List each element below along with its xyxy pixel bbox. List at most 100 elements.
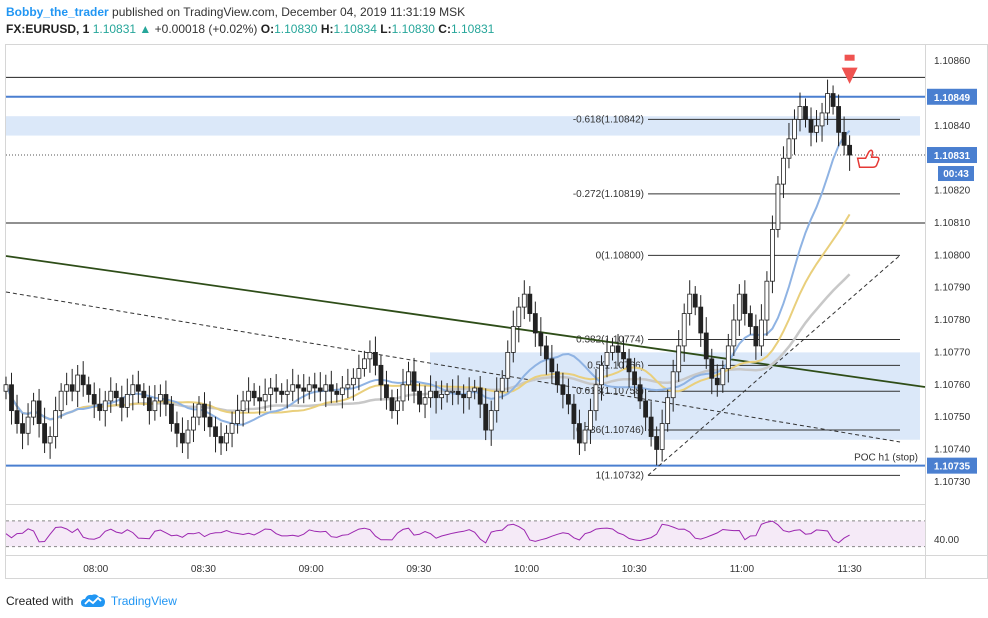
candle-body-143 [792, 119, 797, 140]
candle-body-96 [532, 313, 538, 334]
candle-body-36 [202, 403, 207, 418]
close-value: 1.10831 [450, 22, 495, 36]
candle-body-63 [350, 377, 356, 386]
tradingview-link[interactable]: TradingView [110, 594, 177, 608]
fib-label-4: 0.5(1.10766) [587, 360, 644, 371]
price-badge-0: 1.10849 [934, 93, 971, 104]
candle-body-109 [604, 351, 610, 366]
candle-body-61 [339, 387, 345, 395]
candle-body-119 [659, 423, 665, 450]
candle-body-7 [42, 423, 47, 444]
candle-body-141 [781, 157, 786, 185]
candle-body-131 [725, 345, 731, 369]
candle-body-116 [643, 400, 649, 418]
candle-body-118 [654, 436, 660, 450]
candle-body-103 [571, 403, 577, 424]
created-with-label: Created with [6, 594, 74, 608]
candle-body-9 [53, 410, 59, 437]
y-tick-12: 1.10740 [934, 444, 971, 455]
candle-body-140 [775, 183, 781, 230]
fib-label-1: -0.272(1.10819) [573, 189, 644, 200]
last-price: 1.10831 [92, 22, 137, 36]
price-badge-1: 1.10831 [934, 151, 971, 162]
candle-body-133 [736, 293, 742, 321]
down-arrow-icon [841, 67, 858, 84]
y-tick-5: 1.10810 [934, 218, 971, 229]
publish-line: Bobby_the_trader published on TradingVie… [6, 4, 494, 21]
candle-body-134 [742, 293, 748, 314]
candle-body-99 [549, 358, 555, 373]
high-label: H: [320, 22, 334, 36]
candle-body-52 [290, 384, 296, 392]
candle-body-112 [621, 351, 626, 360]
candle-body-33 [185, 429, 191, 444]
low-label: L: [380, 22, 392, 36]
candle-body-124 [687, 293, 693, 314]
candle-body-135 [747, 313, 753, 327]
symbol-label[interactable]: FX:EURUSD, 1 [6, 22, 90, 36]
candle-body-22 [124, 394, 130, 408]
candle-body-66 [367, 351, 373, 360]
candle-body-93 [516, 306, 522, 327]
candle-body-50 [279, 390, 285, 395]
candle-body-54 [301, 387, 307, 392]
change-arrow-icon: ▲ [139, 22, 152, 36]
candle-body-77 [428, 390, 433, 399]
x-tick-4: 10:00 [514, 564, 539, 575]
candle-body-144 [797, 106, 803, 120]
candle-body-86 [477, 387, 483, 405]
candle-body-102 [566, 394, 571, 405]
candle-body-101 [560, 384, 566, 395]
rsi-band [6, 520, 925, 547]
x-tick-0: 08:00 [83, 564, 108, 575]
candle-body-73 [406, 371, 411, 386]
candle-body-111 [615, 345, 621, 353]
fib-label-6: 0.786(1.10746) [576, 425, 644, 436]
candle-body-43 [240, 400, 246, 412]
candle-body-129 [714, 377, 720, 386]
candle-body-4 [25, 416, 31, 434]
candle-body-136 [753, 326, 759, 347]
candle-body-132 [731, 319, 737, 347]
candle-body-62 [345, 384, 351, 389]
candle-body-90 [499, 377, 505, 392]
candle-body-58 [323, 384, 329, 392]
candle-body-89 [494, 390, 500, 412]
countdown-bg [938, 166, 974, 182]
candle-body-55 [306, 384, 312, 392]
high-value: 1.10834 [333, 22, 377, 36]
candle-body-30 [169, 403, 174, 424]
candle-body-68 [378, 364, 384, 386]
candle-body-107 [593, 384, 599, 412]
candle-body-65 [361, 358, 367, 369]
price-badge-bg-0 [927, 88, 977, 105]
y-tick-6: 1.10800 [934, 250, 971, 261]
candle-body-31 [174, 423, 180, 434]
candle-body-121 [670, 371, 676, 399]
fib-label-5: 0.618(1.10758) [576, 386, 644, 397]
low-value: 1.10830 [391, 22, 435, 36]
countdown-label: 00:43 [943, 169, 969, 180]
down-arrow-icon-stem [844, 54, 855, 61]
candle-body-11 [64, 384, 70, 392]
candle-body-145 [803, 106, 808, 120]
chart-header: Bobby_the_trader published on TradingVie… [6, 4, 494, 38]
author-link[interactable]: Bobby_the_trader [6, 5, 109, 19]
candle-body-26 [146, 397, 152, 412]
candle-body-97 [538, 332, 544, 347]
candle-body-92 [510, 326, 516, 353]
candle-body-79 [439, 394, 444, 399]
candle-body-127 [703, 332, 709, 360]
candle-body-115 [637, 384, 643, 402]
candle-body-74 [411, 371, 417, 392]
candle-body-5 [31, 400, 36, 418]
candles [3, 79, 853, 466]
candle-body-46 [257, 397, 263, 402]
x-tick-7: 11:30 [837, 564, 862, 575]
candle-body-56 [312, 384, 318, 389]
candle-body-8 [47, 436, 53, 444]
candle-body-85 [472, 387, 478, 392]
candle-body-130 [720, 368, 726, 386]
candle-body-87 [483, 403, 489, 431]
